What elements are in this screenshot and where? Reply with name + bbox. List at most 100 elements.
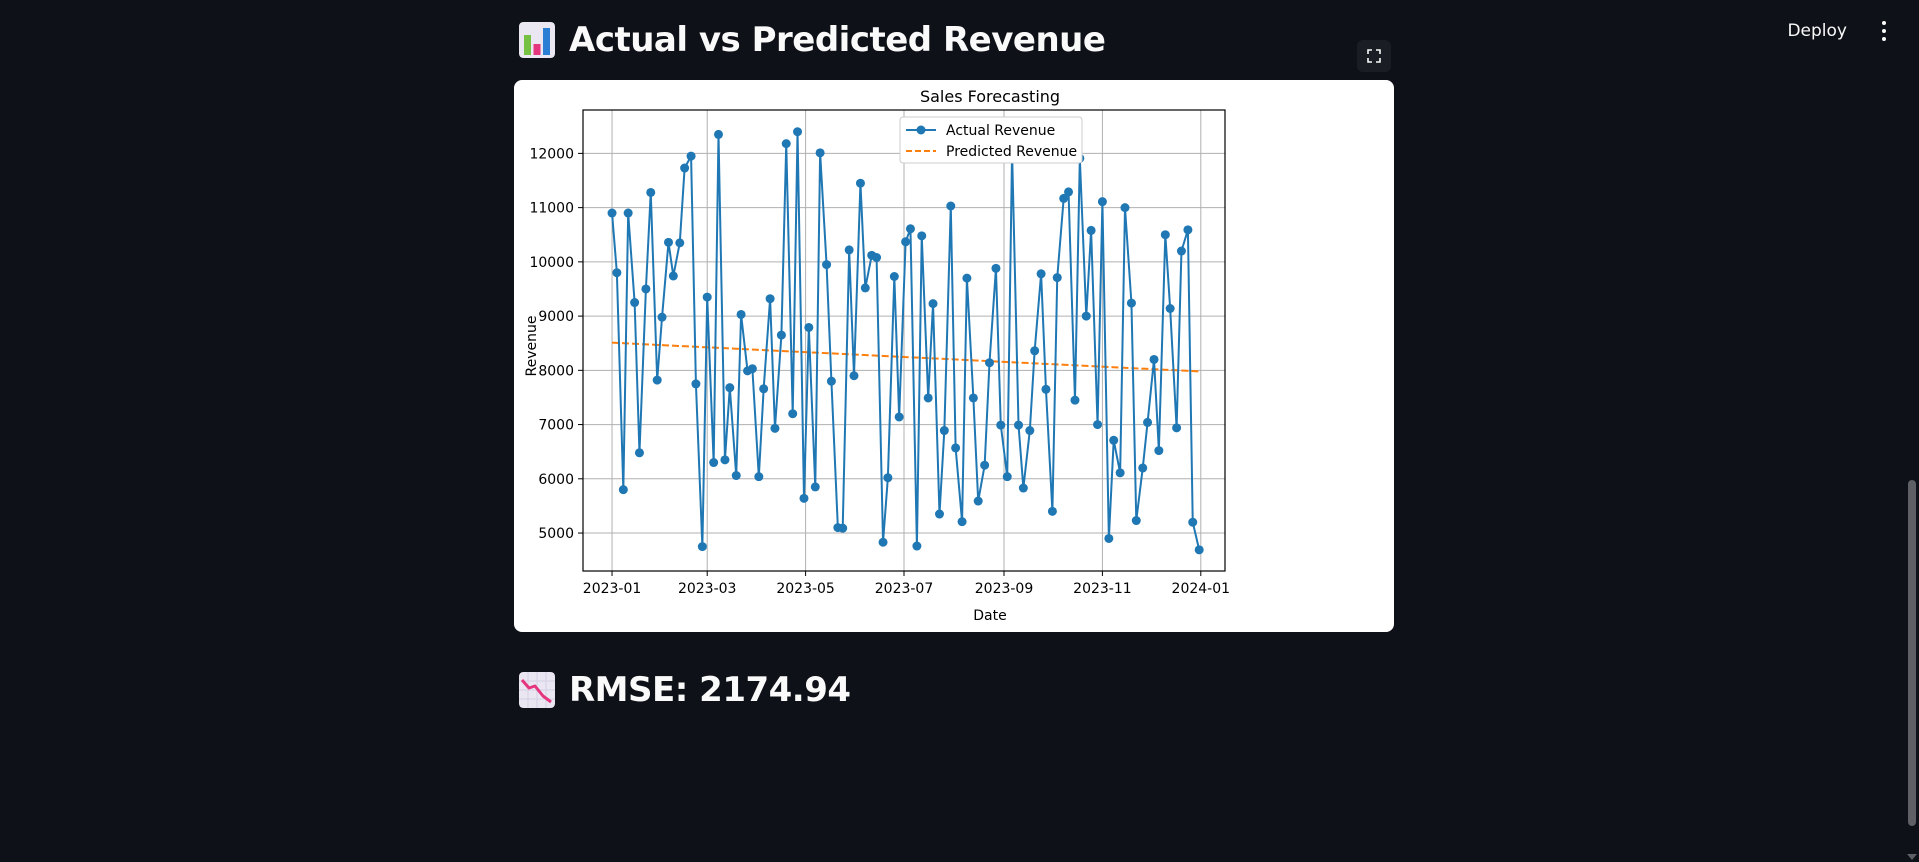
actual-revenue-point — [731, 471, 741, 481]
actual-revenue-point — [623, 208, 633, 218]
actual-revenue-point — [878, 537, 888, 547]
main-menu-kebab-icon[interactable] — [1873, 16, 1895, 46]
actual-revenue-point — [607, 208, 617, 218]
actual-revenue-point — [668, 271, 678, 281]
actual-revenue-point — [1126, 298, 1136, 308]
actual-revenue-point — [1120, 203, 1130, 213]
actual-revenue-point — [968, 393, 978, 403]
x-tick-label: 2023-05 — [776, 581, 835, 597]
actual-revenue-point — [1149, 354, 1159, 364]
actual-revenue-point — [1093, 420, 1103, 430]
actual-revenue-point — [1070, 395, 1080, 405]
expand-icon — [1367, 49, 1381, 63]
actual-revenue-point — [1131, 516, 1141, 526]
actual-revenue-point — [709, 458, 719, 468]
actual-revenue-point — [939, 426, 949, 436]
actual-revenue-point — [1059, 193, 1069, 203]
actual-revenue-point — [957, 517, 967, 527]
actual-revenue-point — [663, 237, 673, 247]
actual-revenue-point — [980, 460, 990, 470]
actual-revenue-point — [702, 292, 712, 302]
page-header: Actual vs Predicted Revenue — [519, 20, 1106, 60]
y-axis-label: Revenue — [524, 316, 540, 377]
chart-container: 5000 6000 7000 8000 9000 10000 11000 12000 2023-… — [514, 80, 1394, 632]
actual-revenue-point — [754, 472, 764, 482]
actual-revenue-point — [686, 151, 696, 161]
actual-revenue-point — [697, 542, 707, 552]
predicted-revenue-line — [611, 341, 1200, 373]
actual-revenue-point — [826, 376, 836, 386]
actual-revenue-point — [1165, 304, 1175, 314]
bar-chart-emoji-icon — [519, 22, 555, 58]
actual-revenue-point — [991, 263, 1001, 273]
actual-revenue-point — [917, 231, 927, 241]
deploy-button[interactable]: Deploy — [1787, 21, 1847, 41]
x-tick-label: 2023-01 — [583, 581, 642, 597]
actual-revenue-point — [804, 322, 814, 332]
actual-revenue-point — [713, 129, 723, 139]
actual-revenue-point — [1052, 273, 1062, 283]
actual-revenue-point — [675, 238, 685, 248]
actual-revenue-point — [815, 148, 825, 158]
actual-revenue-point — [838, 523, 848, 533]
rmse-value: RMSE: 2174.94 — [569, 670, 851, 710]
y-tick-label: 12000 — [529, 146, 574, 162]
page-scrollbar[interactable] — [1905, 0, 1919, 862]
actual-revenue-point — [1104, 533, 1114, 543]
actual-revenue-point — [630, 298, 640, 308]
actual-revenue-point — [652, 375, 662, 385]
actual-revenue-point — [646, 187, 656, 197]
legend-label-predicted: Predicted Revenue — [946, 144, 1077, 160]
actual-revenue-point — [1194, 545, 1204, 555]
x-axis-label: Date — [973, 608, 1006, 624]
y-tick-label: 6000 — [538, 472, 574, 488]
y-tick-label: 8000 — [538, 363, 574, 379]
actual-revenue-point — [1014, 420, 1024, 430]
actual-revenue-point — [1176, 246, 1186, 256]
actual-revenue-point — [912, 541, 922, 551]
actual-revenue-point — [946, 201, 956, 211]
actual-revenue-point — [962, 273, 972, 283]
chart-decreasing-emoji-icon — [519, 672, 555, 708]
rmse-metric: RMSE: 2174.94 — [519, 670, 851, 710]
actual-revenue-point — [928, 299, 938, 309]
actual-revenue-point — [934, 509, 944, 519]
actual-revenue-point — [1036, 269, 1046, 279]
actual-revenue-point — [776, 330, 786, 340]
y-tick-label: 7000 — [538, 418, 574, 434]
scrollbar-thumb[interactable] — [1908, 480, 1916, 826]
actual-revenue-point — [1183, 225, 1193, 235]
actual-revenue-point — [1025, 426, 1035, 436]
actual-revenue-point — [781, 139, 791, 149]
sales-forecast-chart: 5000 6000 7000 8000 9000 10000 11000 12000 2023-… — [524, 87, 1231, 624]
actual-revenue-point — [901, 237, 911, 247]
actual-revenue-point — [1160, 230, 1170, 240]
actual-revenue-point — [1138, 463, 1148, 473]
actual-revenue-point — [720, 455, 730, 465]
fullscreen-expand-button[interactable] — [1357, 40, 1391, 72]
actual-revenue-point — [799, 493, 809, 503]
chart-legend: Actual Revenue Predicted Revenue — [899, 116, 1083, 164]
actual-revenue-point — [793, 127, 803, 137]
actual-revenue-point — [996, 420, 1006, 430]
actual-revenue-point — [759, 384, 769, 394]
x-tick-label: 2023-03 — [678, 581, 737, 597]
actual-revenue-point — [680, 163, 690, 173]
x-tick-label: 2023-09 — [975, 581, 1033, 597]
actual-revenue-point — [1081, 311, 1091, 321]
actual-revenue-point — [849, 371, 859, 381]
x-tick-label: 2023-07 — [875, 581, 934, 597]
actual-revenue-point — [618, 485, 628, 495]
actual-revenue-point — [1115, 468, 1125, 478]
actual-revenue-point — [872, 253, 882, 263]
actual-revenue-point — [973, 496, 983, 506]
actual-revenue-point — [657, 312, 667, 322]
actual-revenue-point — [1109, 435, 1119, 445]
actual-revenue-point — [736, 309, 746, 319]
scroll-down-arrow-icon[interactable] — [1907, 854, 1917, 860]
actual-revenue-point — [883, 473, 893, 483]
actual-revenue-point — [810, 482, 820, 492]
x-tick-label: 2024-01 — [1172, 581, 1231, 597]
actual-revenue-point — [691, 379, 701, 389]
actual-revenue-point — [612, 268, 622, 278]
